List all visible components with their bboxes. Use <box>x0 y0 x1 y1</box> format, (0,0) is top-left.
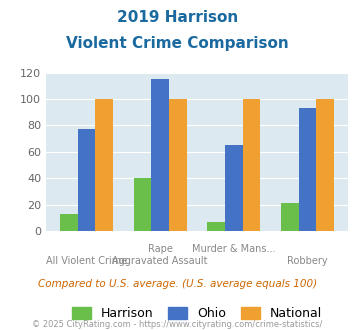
Bar <box>243 99 261 231</box>
Text: 2019 Harrison: 2019 Harrison <box>117 10 238 25</box>
Bar <box>133 178 151 231</box>
Text: Compared to U.S. average. (U.S. average equals 100): Compared to U.S. average. (U.S. average … <box>38 279 317 289</box>
Bar <box>95 99 113 231</box>
Bar <box>207 222 225 231</box>
Text: Murder & Mans...: Murder & Mans... <box>192 244 275 254</box>
Text: © 2025 CityRating.com - https://www.cityrating.com/crime-statistics/: © 2025 CityRating.com - https://www.city… <box>32 320 323 329</box>
Bar <box>77 129 95 231</box>
Bar <box>151 79 169 231</box>
Bar <box>281 203 299 231</box>
Bar <box>299 108 317 231</box>
Text: All Violent Crime: All Violent Crime <box>46 256 127 266</box>
Bar <box>60 214 77 231</box>
Text: Aggravated Assault: Aggravated Assault <box>113 256 208 266</box>
Bar <box>225 145 243 231</box>
Text: Robbery: Robbery <box>287 256 328 266</box>
Text: Violent Crime Comparison: Violent Crime Comparison <box>66 36 289 51</box>
Text: Rape: Rape <box>148 244 173 254</box>
Bar <box>169 99 187 231</box>
Legend: Harrison, Ohio, National: Harrison, Ohio, National <box>72 307 322 320</box>
Bar <box>317 99 334 231</box>
